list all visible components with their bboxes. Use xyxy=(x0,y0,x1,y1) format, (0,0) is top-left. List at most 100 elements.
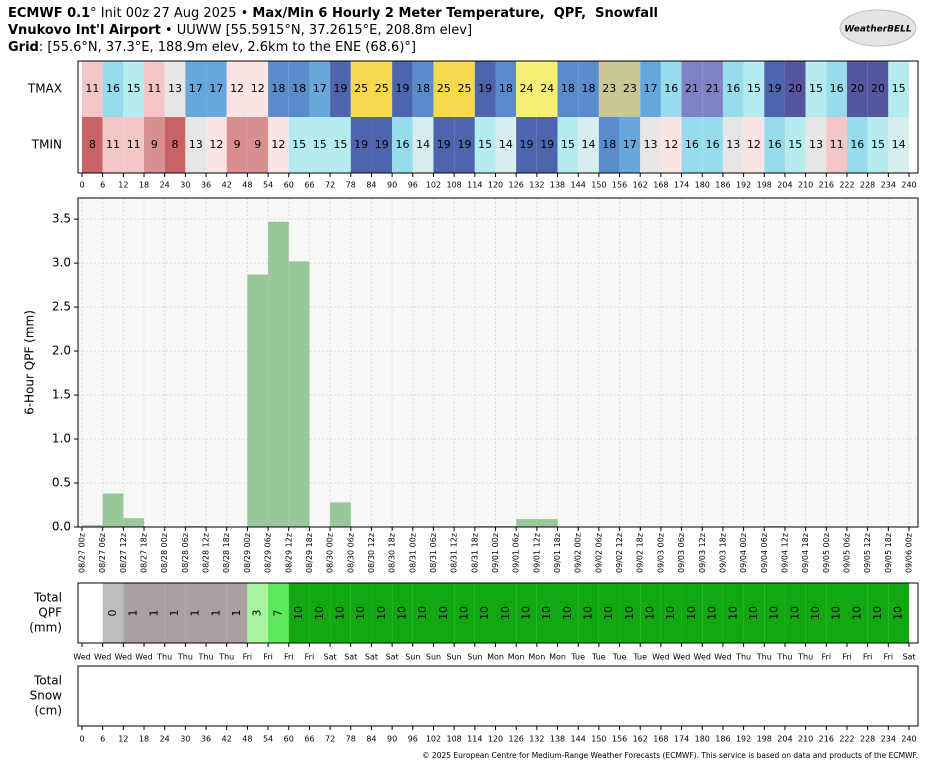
heat-value: 16 xyxy=(664,82,678,95)
x-tick-label: 09/02 12z xyxy=(615,533,624,573)
x-tick-label: 08/30 12z xyxy=(367,533,376,573)
panel-frame xyxy=(77,582,919,644)
heat-cell xyxy=(846,61,868,117)
x-tick-label: 168 xyxy=(653,735,668,744)
x-tick-label: 84 xyxy=(366,181,376,190)
total-value: 10 xyxy=(788,606,801,620)
x-tick-label: 90 xyxy=(387,735,397,744)
heat-value: 13 xyxy=(189,138,203,151)
title-part: ° Init 00z 27 Aug 2025 • xyxy=(90,6,252,21)
x-tick-label: Wed xyxy=(714,653,731,662)
heat-cell xyxy=(144,61,165,117)
x-tick-label: 08/29 06z xyxy=(264,533,273,573)
heat-cell xyxy=(640,117,661,173)
heat-value: 13 xyxy=(168,82,182,95)
total-value: 10 xyxy=(292,606,305,620)
y-tick-label: 3.5 xyxy=(52,212,71,226)
x-tick-label: Sun xyxy=(447,653,462,662)
heat-cell xyxy=(350,61,372,117)
total-cell xyxy=(640,583,661,643)
heat-value: 20 xyxy=(871,82,885,95)
total-value: 10 xyxy=(582,606,595,620)
bar xyxy=(516,519,537,527)
row-label: (cm) xyxy=(34,704,62,718)
x-tick-label: 198 xyxy=(757,735,772,744)
heat-cell xyxy=(433,117,455,173)
x-tick-label: Mon xyxy=(508,653,525,662)
heat-value: 12 xyxy=(664,138,678,151)
x-tick-label: 198 xyxy=(757,181,772,190)
x-tick-label: 132 xyxy=(529,735,544,744)
x-tick-label: 08/29 00z xyxy=(243,533,252,573)
station-line: Vnukovo Int'l Airport • UUWW [55.5915°N,… xyxy=(8,23,472,38)
heat-cell xyxy=(702,61,723,117)
heat-cell xyxy=(640,61,661,117)
y-tick-label: 0.5 xyxy=(52,476,71,490)
heat-value: 19 xyxy=(478,82,492,95)
total-cell xyxy=(764,583,785,643)
bar xyxy=(330,502,351,527)
y-tick-label: 2.0 xyxy=(52,344,71,358)
x-tick-label: 6 xyxy=(100,735,105,744)
heat-cell xyxy=(102,117,124,173)
x-tick-label: Thu xyxy=(177,653,193,662)
x-tick-label: 72 xyxy=(325,181,335,190)
x-tick-label: 09/03 00z xyxy=(656,533,665,573)
x-tick-label: Wed xyxy=(652,653,669,662)
total-cell xyxy=(619,583,641,643)
heat-value: 20 xyxy=(850,82,864,95)
bar xyxy=(268,221,289,527)
x-tick-label: 186 xyxy=(715,181,730,190)
heat-cell xyxy=(536,61,558,117)
x-tick-label: 09/03 06z xyxy=(677,533,686,573)
heat-value: 12 xyxy=(209,138,223,151)
x-tick-label: 150 xyxy=(591,735,606,744)
total-value: 10 xyxy=(499,606,512,620)
total-cell xyxy=(371,583,393,643)
heat-cell xyxy=(82,61,103,117)
x-tick-label: 234 xyxy=(881,735,896,744)
x-tick-label: 08/28 00z xyxy=(160,533,169,573)
footer: © 2025 European Centre for Medium-Range … xyxy=(422,751,918,760)
title-part: Max/Min 6 Hourly 2 Meter Temperature, QP… xyxy=(252,6,658,21)
x-tick-label: 150 xyxy=(591,181,606,190)
x-tick-label: 60 xyxy=(284,181,294,190)
x-tick-label: 174 xyxy=(674,181,689,190)
heat-cell xyxy=(185,117,207,173)
x-tick-label: 210 xyxy=(798,735,813,744)
heat-value: 15 xyxy=(127,82,141,95)
x-tick-label: 126 xyxy=(509,181,524,190)
x-tick-label: 08/29 18z xyxy=(305,533,314,573)
heat-cell xyxy=(681,61,703,117)
heat-cell xyxy=(123,61,145,117)
x-tick-label: 156 xyxy=(612,735,627,744)
total-value: 10 xyxy=(561,606,574,620)
x-tick-label: 96 xyxy=(408,735,418,744)
heat-cell xyxy=(784,117,806,173)
total-cell xyxy=(681,583,703,643)
heat-cell xyxy=(888,117,909,173)
total-cell xyxy=(102,583,124,643)
logo: WeatherBELL xyxy=(844,25,912,35)
heat-cell xyxy=(330,61,351,117)
total-cell xyxy=(350,583,372,643)
heat-cell xyxy=(619,117,641,173)
heat-cell xyxy=(454,61,475,117)
heat-cell xyxy=(454,117,475,173)
heat-value: 19 xyxy=(540,138,554,151)
total-cell xyxy=(557,583,579,643)
x-tick-label: 78 xyxy=(346,181,356,190)
total-value: 10 xyxy=(768,606,781,620)
total-cell xyxy=(288,583,310,643)
plot-bg xyxy=(78,198,918,527)
x-tick-label: Sat xyxy=(365,653,378,662)
heat-value: 17 xyxy=(209,82,223,95)
heat-value: 16 xyxy=(850,138,864,151)
heat-cell xyxy=(660,61,682,117)
heat-cell xyxy=(681,117,703,173)
x-tick-label: 162 xyxy=(633,181,648,190)
x-tick-label: Sat xyxy=(902,653,915,662)
heat-cell xyxy=(350,117,372,173)
x-tick-label: Fri xyxy=(263,653,273,662)
heat-cell xyxy=(702,117,723,173)
